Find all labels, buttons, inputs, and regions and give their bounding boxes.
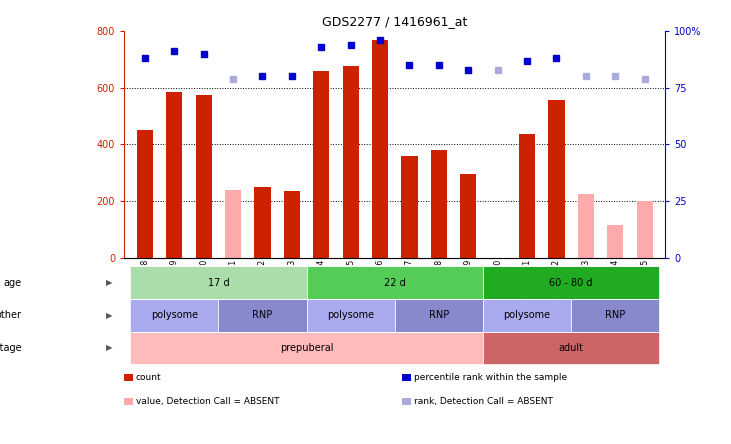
Bar (284, 191, 300, 258)
Text: prepuberal: prepuberal (280, 343, 333, 353)
Bar (166, 92, 182, 258)
Bar (607, 225, 624, 258)
Bar (460, 174, 477, 258)
Text: RNP: RNP (428, 310, 449, 320)
Text: ▶: ▶ (107, 311, 113, 320)
Bar (519, 135, 535, 258)
Bar (225, 190, 241, 258)
Bar (313, 71, 330, 258)
Text: value, Detection Call = ABSENT: value, Detection Call = ABSENT (136, 397, 279, 406)
Text: RNP: RNP (252, 310, 273, 320)
Text: 22 d: 22 d (384, 278, 406, 288)
Text: polysome: polysome (327, 310, 374, 320)
Bar (401, 156, 417, 258)
Bar (254, 187, 270, 258)
Text: adult: adult (558, 343, 583, 353)
Text: development stage: development stage (0, 343, 22, 353)
Bar (372, 40, 388, 258)
Text: count: count (136, 373, 162, 382)
Text: polysome: polysome (504, 310, 550, 320)
Text: ▶: ▶ (107, 278, 113, 287)
Text: 17 d: 17 d (208, 278, 229, 288)
Text: other: other (0, 310, 22, 320)
Text: 60 - 80 d: 60 - 80 d (550, 278, 593, 288)
Bar (137, 130, 153, 258)
Text: rank, Detection Call = ABSENT: rank, Detection Call = ABSENT (414, 397, 553, 406)
Text: percentile rank within the sample: percentile rank within the sample (414, 373, 567, 382)
Text: ▶: ▶ (107, 343, 113, 352)
Text: RNP: RNP (605, 310, 625, 320)
Title: GDS2277 / 1416961_at: GDS2277 / 1416961_at (322, 16, 467, 28)
Text: age: age (4, 278, 22, 288)
Bar (196, 95, 212, 258)
Bar (343, 67, 359, 258)
Bar (431, 150, 447, 258)
Text: polysome: polysome (151, 310, 198, 320)
Bar (577, 194, 594, 258)
Bar (637, 201, 653, 258)
Bar (548, 100, 564, 258)
